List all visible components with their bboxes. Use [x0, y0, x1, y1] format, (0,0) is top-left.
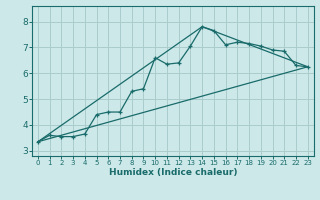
X-axis label: Humidex (Indice chaleur): Humidex (Indice chaleur) — [108, 168, 237, 177]
